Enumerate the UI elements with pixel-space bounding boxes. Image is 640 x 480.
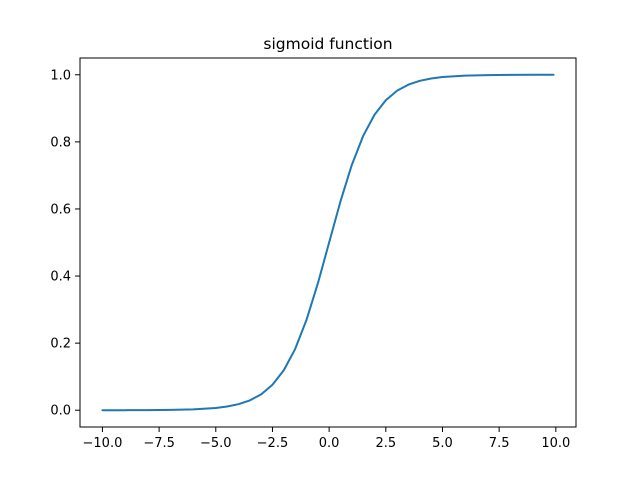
series-line bbox=[101, 73, 555, 412]
plot-frame bbox=[79, 57, 577, 428]
y-tick-label: 0.4 bbox=[50, 270, 71, 285]
x-tick-label: 0.0 bbox=[319, 436, 340, 451]
x-tick-label: 5.0 bbox=[432, 436, 453, 451]
x-tick-label: −2.5 bbox=[257, 436, 289, 451]
x-tick-label: −7.5 bbox=[143, 436, 175, 451]
x-axis: −10.0 −7.5 −5.0 −2.5 0.0 2.5 5.0 7.5 10.0 bbox=[83, 427, 570, 451]
x-tick-label: −5.0 bbox=[200, 436, 232, 451]
y-tick-label: 0.6 bbox=[50, 202, 71, 217]
chart-title: sigmoid function bbox=[263, 35, 392, 53]
y-tick-label: 1.0 bbox=[50, 68, 71, 83]
x-tick-label: 10.0 bbox=[541, 436, 570, 451]
y-axis: 0.0 0.2 0.4 0.6 0.8 1.0 bbox=[50, 68, 80, 419]
y-tick-label: 0.0 bbox=[50, 404, 71, 419]
y-tick-label: 0.2 bbox=[50, 337, 71, 352]
x-tick-label: 2.5 bbox=[375, 436, 396, 451]
x-tick-label: −10.0 bbox=[83, 436, 123, 451]
x-tick-label: 7.5 bbox=[489, 436, 510, 451]
y-tick-label: 0.8 bbox=[50, 135, 71, 150]
